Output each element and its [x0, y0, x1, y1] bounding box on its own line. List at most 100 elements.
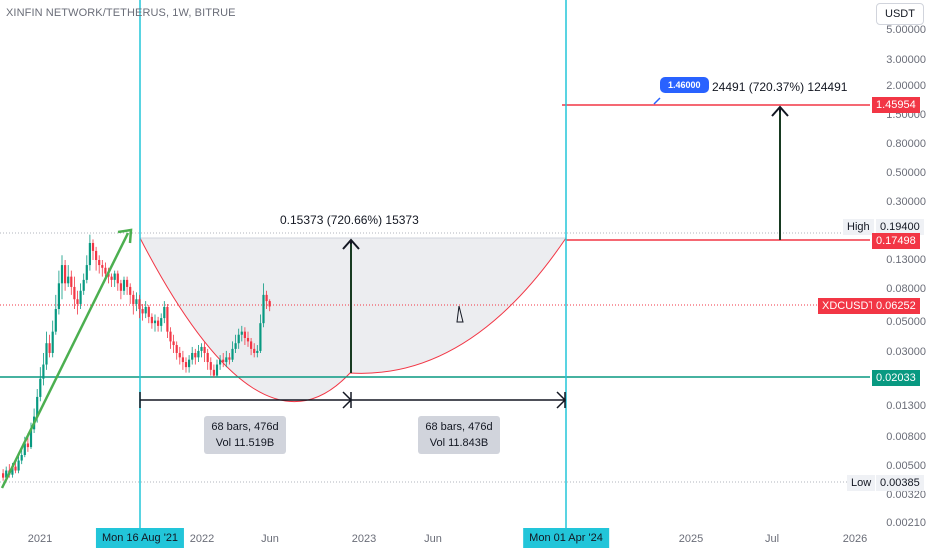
- candle-body: [209, 362, 212, 370]
- candle-body: [144, 306, 147, 314]
- y-tick: 0.50000: [886, 167, 926, 179]
- price-callout[interactable]: 1.46000: [660, 77, 709, 93]
- candle-body: [126, 279, 129, 287]
- candle-body: [48, 343, 51, 353]
- trend-arrow-head: [117, 228, 133, 244]
- candle-body: [5, 470, 8, 478]
- target-arrow-head: [771, 105, 789, 117]
- x-tick: 2021: [27, 533, 53, 545]
- low-label: Low: [847, 475, 876, 491]
- candle-body: [184, 362, 188, 368]
- candle-body: [138, 299, 141, 310]
- candle-body: [246, 337, 250, 342]
- candle-body: [119, 283, 122, 291]
- candle-body: [73, 286, 76, 300]
- candle-body: [265, 294, 268, 302]
- candle-body: [79, 290, 82, 304]
- symbol-label: XDCUSDT: [818, 298, 880, 314]
- breakout-target-annotation: 24491 (720.37%) 124491: [712, 80, 848, 94]
- y-tick: 2.00000: [886, 80, 926, 92]
- candle-body: [95, 250, 98, 260]
- last-price-tag: 0.06252: [872, 298, 920, 314]
- y-tick: 0.00210: [886, 517, 926, 529]
- candle-body: [57, 283, 60, 310]
- candle-body: [82, 279, 85, 291]
- x-tick: 2022: [189, 533, 215, 545]
- candle-body: [181, 357, 184, 363]
- y-tick: 0.13000: [886, 254, 926, 266]
- candle-body: [250, 341, 253, 349]
- candle-body: [262, 294, 265, 324]
- cup-pattern-curve: [139, 237, 567, 402]
- candle-body: [91, 242, 95, 251]
- candle-body: [20, 455, 23, 461]
- x-tick: Jul: [764, 533, 780, 545]
- candle-body: [132, 294, 135, 304]
- low-price-tag: 0.00385: [876, 475, 924, 491]
- candle-body: [268, 301, 271, 307]
- candle-body: [237, 334, 240, 344]
- cup-pattern-area: [140, 238, 566, 402]
- candle-body: [70, 276, 73, 287]
- candle-body: [14, 466, 17, 471]
- candle-body: [228, 357, 231, 360]
- x-tick: 2025: [678, 533, 704, 545]
- high-price-tag: 0.19400: [876, 219, 924, 235]
- currency-button[interactable]: USDT: [876, 3, 924, 25]
- candle-body: [29, 429, 33, 448]
- measurement-volume: Vol 11.519B: [215, 437, 275, 449]
- candle-body: [141, 309, 144, 314]
- candle-body: [26, 443, 29, 448]
- candle-body: [98, 260, 101, 266]
- candle-body: [259, 323, 262, 351]
- candle-body: [51, 331, 54, 353]
- candle-body: [11, 466, 14, 475]
- candle-body: [76, 299, 79, 304]
- candle-body: [104, 267, 107, 274]
- candle-body: [42, 364, 45, 379]
- candle-body: [160, 318, 163, 326]
- candle-body: [113, 273, 116, 280]
- x-tick: 2023: [351, 533, 377, 545]
- candle-body: [153, 320, 157, 324]
- candle-body: [150, 316, 153, 324]
- candle-body: [60, 265, 64, 284]
- y-tick: 0.80000: [886, 138, 926, 150]
- candle-body: [135, 299, 138, 304]
- candle-body: [194, 352, 197, 358]
- candle-body: [172, 341, 175, 346]
- candle-body: [256, 350, 259, 353]
- y-tick: 3.00000: [886, 54, 926, 66]
- candle-body: [215, 364, 219, 376]
- candle-body: [45, 343, 48, 365]
- candle-body: [39, 378, 42, 397]
- callout-pointer: [653, 97, 661, 105]
- y-tick: 0.01300: [886, 400, 926, 412]
- candle-body: [197, 350, 200, 358]
- projection-arrow: [456, 305, 464, 323]
- target-price-tag: 1.45954: [872, 97, 920, 113]
- measurement-bars: 68 bars, 476d: [425, 421, 493, 433]
- measurement-box: 68 bars, 476d Vol 11.843B: [418, 416, 500, 454]
- y-tick: 0.08000: [886, 283, 926, 295]
- candle-body: [219, 359, 222, 365]
- candle-body: [122, 279, 126, 291]
- y-tick: 0.00320: [886, 489, 926, 501]
- candle-body: [191, 352, 194, 360]
- candle-body: [169, 331, 172, 342]
- candle-body: [88, 242, 91, 266]
- candle-body: [85, 265, 88, 280]
- candle-body: [231, 348, 234, 360]
- candle-body: [206, 352, 209, 363]
- date-marker-tag: Mon 16 Aug '21: [95, 528, 185, 548]
- candle-body: [67, 276, 70, 284]
- candle-body: [101, 265, 104, 268]
- candle-body: [203, 346, 206, 353]
- candle-body: [157, 320, 160, 326]
- x-tick: Jun: [261, 533, 279, 545]
- candle-body: [222, 359, 225, 363]
- measurement-bars: 68 bars, 476d: [211, 421, 279, 433]
- candle-body: [64, 265, 67, 284]
- symbol-title: XINFIN NETWORK/TETHERUS, 1W, BITRUE: [6, 7, 236, 19]
